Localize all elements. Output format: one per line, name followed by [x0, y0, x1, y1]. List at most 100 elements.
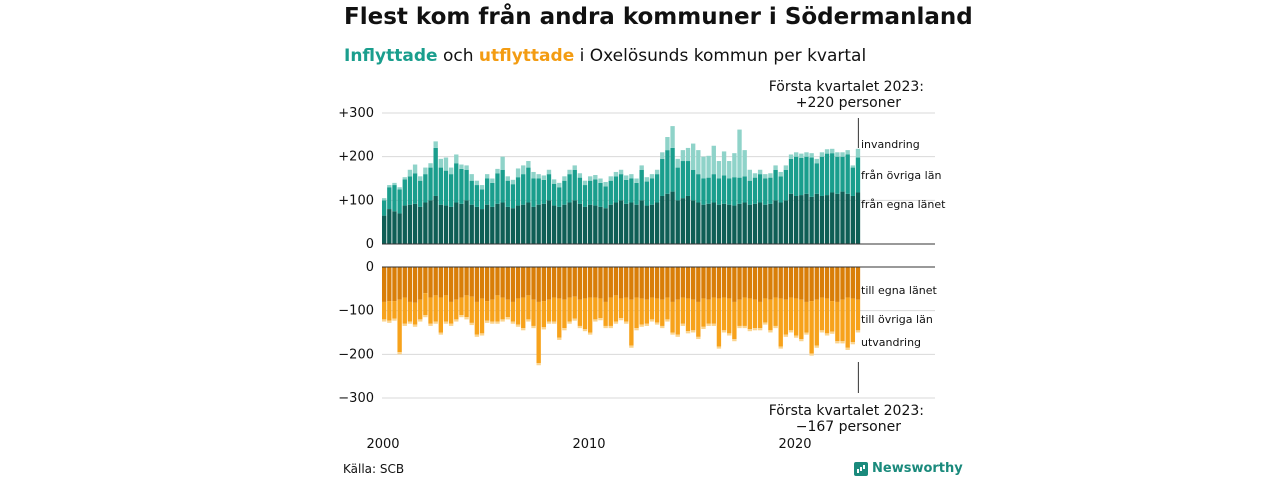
bar-in-segment	[603, 208, 608, 244]
bar-out-segment	[536, 267, 541, 302]
bar-out-segment	[732, 339, 737, 342]
bar-out-segment	[845, 347, 850, 350]
bar-in-segment	[418, 206, 423, 244]
bar-out-segment	[660, 267, 665, 300]
bar-in-segment	[387, 187, 392, 210]
bar-in-segment	[490, 182, 495, 207]
bar-out-segment	[382, 267, 387, 302]
bar-out-segment	[701, 298, 706, 327]
bar-out-segment	[582, 298, 588, 330]
bar-out-segment	[418, 299, 423, 320]
bar-out-segment	[670, 301, 675, 333]
bar-out-segment	[459, 297, 464, 316]
bar-in-segment	[397, 187, 402, 190]
bar-in-segment	[845, 150, 850, 155]
bar-in-segment	[387, 209, 392, 244]
bar-in-segment	[433, 147, 438, 196]
bar-in-segment	[531, 206, 536, 244]
bar-in-segment	[474, 185, 480, 207]
bar-out-segment	[665, 319, 670, 322]
bar-out-segment	[479, 267, 485, 299]
bar-out-segment	[387, 267, 392, 302]
bar-out-segment	[557, 337, 562, 340]
bar-in-segment	[804, 193, 809, 244]
bar-out-segment	[845, 267, 850, 298]
bar-in-segment	[608, 176, 613, 181]
bar-in-segment	[397, 213, 402, 244]
bar-out-segment	[757, 328, 763, 331]
bar-out-segment	[526, 319, 531, 322]
bar-in-segment	[675, 158, 680, 168]
bar-out-segment	[675, 267, 680, 300]
bar-in-segment	[629, 202, 634, 244]
y-tick-label-bottom: −200	[338, 347, 374, 362]
bar-in-segment	[850, 167, 855, 196]
bar-in-segment	[752, 203, 758, 244]
bar-out-segment	[593, 267, 598, 298]
bar-in-segment	[603, 186, 608, 209]
bar-out-segment	[711, 267, 716, 298]
bar-in-segment	[670, 126, 675, 148]
bar-out-segment	[706, 299, 711, 324]
bar-out-segment	[577, 325, 583, 329]
bar-in-segment	[495, 168, 500, 174]
bar-out-segment	[757, 301, 763, 329]
bar-out-segment	[675, 299, 680, 335]
bar-in-segment	[551, 183, 557, 206]
bar-in-segment	[624, 179, 629, 204]
bar-in-segment	[438, 204, 443, 244]
bar-out-segment	[685, 331, 691, 334]
bar-in-segment	[654, 169, 660, 175]
bar-in-segment	[742, 202, 747, 244]
bar-in-segment	[557, 187, 562, 207]
bar-out-segment	[521, 297, 526, 329]
bar-in-segment	[392, 185, 397, 212]
bar-in-segment	[757, 174, 763, 203]
bar-in-segment	[531, 171, 536, 179]
bar-out-segment	[618, 267, 624, 299]
bar-out-segment	[660, 325, 665, 329]
bar-out-segment	[814, 345, 819, 348]
bar-out-segment	[660, 299, 665, 326]
bar-out-segment	[742, 297, 747, 326]
bar-out-segment	[572, 318, 577, 321]
bar-out-segment	[515, 324, 521, 327]
bar-out-segment	[521, 328, 526, 331]
x-tick-label: 2000	[366, 437, 399, 452]
bar-out-segment	[392, 318, 397, 321]
bar-in-segment	[469, 180, 474, 205]
bar-out-segment	[469, 267, 474, 297]
bar-out-segment	[474, 334, 480, 337]
bar-out-segment	[557, 267, 562, 299]
series-label-in: invandring	[861, 138, 920, 151]
bar-in-segment	[644, 177, 649, 182]
bar-out-segment	[428, 267, 433, 298]
y-tick-label-bottom: 0	[366, 260, 374, 275]
bar-out-segment	[649, 267, 655, 298]
bar-in-segment	[788, 158, 794, 194]
bar-out-segment	[402, 267, 407, 298]
bar-out-segment	[649, 319, 655, 322]
bar-in-segment	[701, 178, 706, 205]
bar-in-segment	[737, 129, 742, 178]
bar-out-segment	[454, 299, 459, 320]
bar-in-segment	[536, 174, 541, 179]
bar-out-segment	[464, 317, 469, 320]
bar-out-segment	[588, 267, 593, 298]
bar-in-segment	[649, 204, 655, 244]
bar-in-segment	[773, 169, 778, 201]
bar-out-segment	[742, 267, 747, 298]
bar-out-segment	[618, 318, 624, 321]
bar-out-segment	[763, 267, 768, 299]
bar-in-segment	[412, 203, 418, 244]
bar-out-segment	[850, 298, 855, 343]
bar-in-segment	[624, 175, 629, 180]
bar-in-segment	[541, 203, 546, 244]
bar-out-segment	[809, 301, 814, 354]
bar-out-segment	[763, 322, 768, 325]
bar-in-segment	[721, 203, 727, 244]
bar-in-segment	[505, 206, 510, 244]
bar-out-segment	[634, 267, 639, 298]
bar-out-segment	[428, 323, 433, 326]
bar-in-segment	[536, 204, 541, 244]
